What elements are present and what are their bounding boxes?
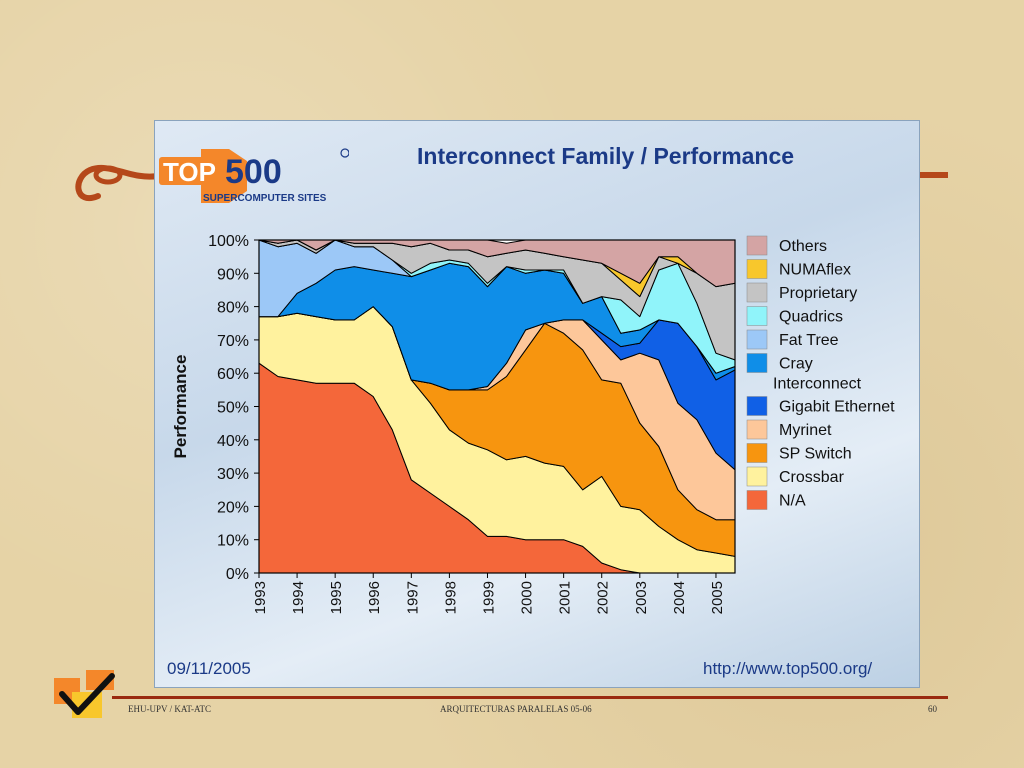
- svg-text:TOP: TOP: [163, 157, 216, 187]
- bottom-rule: [112, 696, 948, 699]
- x-tick-label: 2002: [595, 581, 612, 614]
- legend-swatch: [746, 353, 768, 373]
- checkmark-icon: [54, 670, 115, 718]
- legend-label: Cray: [779, 356, 813, 373]
- y-tick-label: 90%: [217, 266, 249, 283]
- y-tick-label: 30%: [217, 466, 249, 483]
- y-tick-label: 60%: [217, 366, 249, 383]
- x-tick-label: 2000: [519, 581, 536, 614]
- decorative-hook: [70, 158, 161, 208]
- x-tick-label: 1999: [480, 581, 497, 614]
- legend-swatch: [746, 282, 768, 303]
- x-tick-label: 2004: [671, 581, 688, 614]
- x-tick-label: 1995: [328, 581, 345, 614]
- y-tick-label: 100%: [208, 233, 249, 250]
- svg-text:500: 500: [225, 153, 282, 191]
- page-number: 60: [928, 704, 937, 714]
- legend-swatch: [746, 235, 768, 256]
- legend-swatch: [746, 466, 768, 487]
- top500-logo: TOP 500 SUPERCOMPUTER SITES: [159, 148, 349, 204]
- x-tick-label: 2003: [633, 581, 650, 614]
- legend-label: Gigabit Ethernet: [779, 399, 895, 416]
- legend-label: Quadrics: [779, 309, 843, 326]
- area-chart: 0% 10% 20% 30% 40% 50% 60% 70% 80% 90% 100% 1993 199…: [171, 233, 895, 614]
- legend-label: SP Switch: [779, 446, 852, 463]
- x-tick-label: 1994: [290, 581, 307, 614]
- source-url[interactable]: http://www.top500.org/: [703, 659, 873, 678]
- legend-swatch: [746, 396, 768, 416]
- y-tick-label: 20%: [217, 499, 249, 516]
- footer-left: EHU-UPV / KAT-ATC: [128, 704, 212, 714]
- x-tick-label: 1993: [252, 581, 269, 614]
- svg-text:SUPERCOMPUTER SITES: SUPERCOMPUTER SITES: [203, 193, 327, 204]
- y-tick-label: 70%: [217, 333, 249, 350]
- chart-title: Interconnect Family / Performance: [417, 143, 795, 169]
- y-tick-label: 10%: [217, 533, 249, 550]
- x-tick-label: 2001: [557, 581, 574, 614]
- y-tick-label: 0%: [226, 566, 249, 583]
- chart-date: 09/11/2005: [167, 659, 251, 678]
- legend-swatch: [746, 259, 768, 279]
- legend-swatch: [746, 329, 768, 350]
- legend-label: Crossbar: [779, 469, 845, 486]
- chart-panel: TOP 500 SUPERCOMPUTER SITES Interconnect…: [154, 120, 920, 688]
- y-axis-label: Performance: [171, 355, 190, 459]
- legend-label: Others: [779, 238, 827, 255]
- legend-swatch: [746, 490, 768, 510]
- x-tick-label: 1997: [404, 581, 421, 614]
- x-tick-label: 1998: [442, 581, 459, 614]
- legend-swatch: [746, 443, 768, 463]
- legend-label: Interconnect: [773, 376, 862, 393]
- x-tick-label: 1996: [366, 581, 383, 614]
- legend-label: Fat Tree: [779, 332, 839, 349]
- y-tick-label: 40%: [217, 433, 249, 450]
- legend-label: Proprietary: [779, 285, 857, 302]
- footer-center: ARQUITECTURAS PARALELAS 05-06: [440, 704, 592, 714]
- y-tick-label: 50%: [217, 400, 249, 417]
- legend-label: Myrinet: [779, 422, 832, 439]
- legend-label: NUMAflex: [779, 262, 851, 279]
- legend-swatch: [746, 306, 768, 326]
- y-tick-label: 80%: [217, 300, 249, 317]
- x-tick-label: 2005: [709, 581, 726, 614]
- legend-label: N/A: [779, 493, 806, 510]
- legend-swatch: [746, 419, 768, 440]
